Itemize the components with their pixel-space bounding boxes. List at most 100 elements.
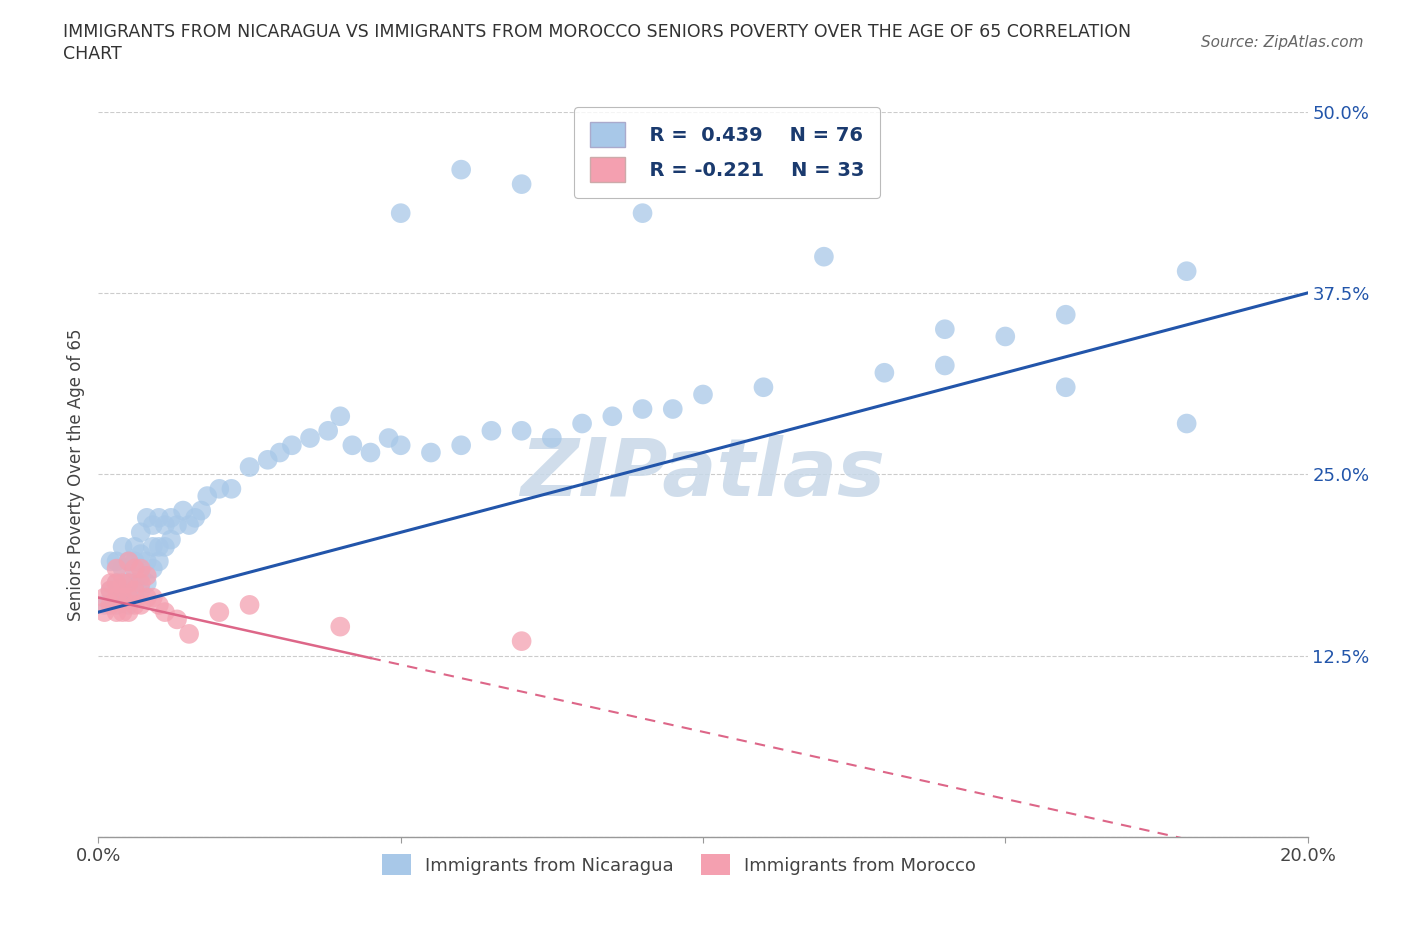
- Point: [118, 554, 141, 569]
- Point: [153, 539, 176, 554]
- Point: [111, 604, 134, 619]
- Point: [129, 525, 152, 539]
- Point: [166, 612, 188, 627]
- Point: [752, 379, 775, 394]
- Point: [239, 459, 262, 474]
- Point: [571, 416, 593, 431]
- Text: Source: ZipAtlas.com: Source: ZipAtlas.com: [1201, 35, 1364, 50]
- Point: [111, 561, 134, 576]
- Point: [129, 576, 152, 591]
- Point: [142, 591, 165, 605]
- Point: [208, 604, 231, 619]
- Point: [160, 511, 183, 525]
- Point: [631, 206, 654, 220]
- Point: [129, 583, 152, 598]
- Point: [450, 438, 472, 453]
- Point: [118, 576, 141, 591]
- Point: [934, 358, 956, 373]
- Point: [631, 402, 654, 417]
- Point: [934, 322, 956, 337]
- Point: [118, 597, 141, 612]
- Point: [389, 206, 412, 220]
- Point: [93, 604, 115, 619]
- Point: [221, 482, 243, 497]
- Point: [179, 518, 201, 533]
- Text: IMMIGRANTS FROM NICARAGUA VS IMMIGRANTS FROM MOROCCO SENIORS POVERTY OVER THE AG: IMMIGRANTS FROM NICARAGUA VS IMMIGRANTS …: [63, 23, 1132, 41]
- Point: [153, 604, 176, 619]
- Point: [105, 576, 128, 591]
- Point: [111, 591, 134, 605]
- Point: [172, 503, 194, 518]
- Point: [994, 329, 1017, 344]
- Point: [329, 409, 352, 424]
- Point: [166, 518, 188, 533]
- Point: [540, 431, 562, 445]
- Point: [142, 539, 165, 554]
- Point: [450, 162, 472, 177]
- Point: [124, 554, 146, 569]
- Y-axis label: Seniors Poverty Over the Age of 65: Seniors Poverty Over the Age of 65: [66, 328, 84, 620]
- Point: [873, 365, 896, 380]
- Point: [239, 597, 262, 612]
- Point: [208, 482, 231, 497]
- Point: [329, 619, 352, 634]
- Point: [481, 423, 503, 438]
- Point: [124, 561, 146, 576]
- Point: [100, 597, 122, 612]
- Point: [142, 561, 165, 576]
- Point: [111, 583, 134, 598]
- Point: [105, 591, 128, 605]
- Point: [148, 539, 170, 554]
- Point: [269, 445, 291, 460]
- Point: [316, 423, 339, 438]
- Point: [160, 532, 183, 547]
- Point: [105, 597, 128, 612]
- Point: [100, 583, 122, 598]
- Point: [148, 597, 170, 612]
- Point: [377, 431, 399, 445]
- Point: [148, 554, 170, 569]
- Point: [389, 438, 412, 453]
- Point: [661, 402, 683, 417]
- Point: [118, 604, 141, 619]
- Point: [124, 576, 146, 591]
- Point: [510, 177, 533, 192]
- Point: [135, 591, 157, 605]
- Point: [100, 583, 122, 598]
- Point: [190, 503, 212, 518]
- Point: [111, 539, 134, 554]
- Point: [93, 591, 115, 605]
- Point: [118, 554, 141, 569]
- Point: [1054, 307, 1077, 322]
- Point: [129, 547, 152, 562]
- Point: [124, 583, 146, 598]
- Point: [153, 518, 176, 533]
- Point: [360, 445, 382, 460]
- Point: [195, 488, 218, 503]
- Point: [179, 627, 201, 642]
- Point: [1175, 416, 1198, 431]
- Text: ZIPatlas: ZIPatlas: [520, 435, 886, 513]
- Point: [118, 576, 141, 591]
- Point: [124, 591, 146, 605]
- Point: [111, 576, 134, 591]
- Point: [1175, 264, 1198, 279]
- Point: [281, 438, 304, 453]
- Point: [105, 576, 128, 591]
- Point: [135, 511, 157, 525]
- Point: [420, 445, 443, 460]
- Point: [135, 568, 157, 583]
- Point: [148, 511, 170, 525]
- Point: [129, 597, 152, 612]
- Point: [142, 518, 165, 533]
- Point: [129, 561, 152, 576]
- Point: [129, 568, 152, 583]
- Point: [124, 539, 146, 554]
- Point: [105, 604, 128, 619]
- Point: [602, 409, 624, 424]
- Point: [118, 591, 141, 605]
- Point: [299, 431, 322, 445]
- Point: [692, 387, 714, 402]
- Point: [105, 561, 128, 576]
- Point: [100, 554, 122, 569]
